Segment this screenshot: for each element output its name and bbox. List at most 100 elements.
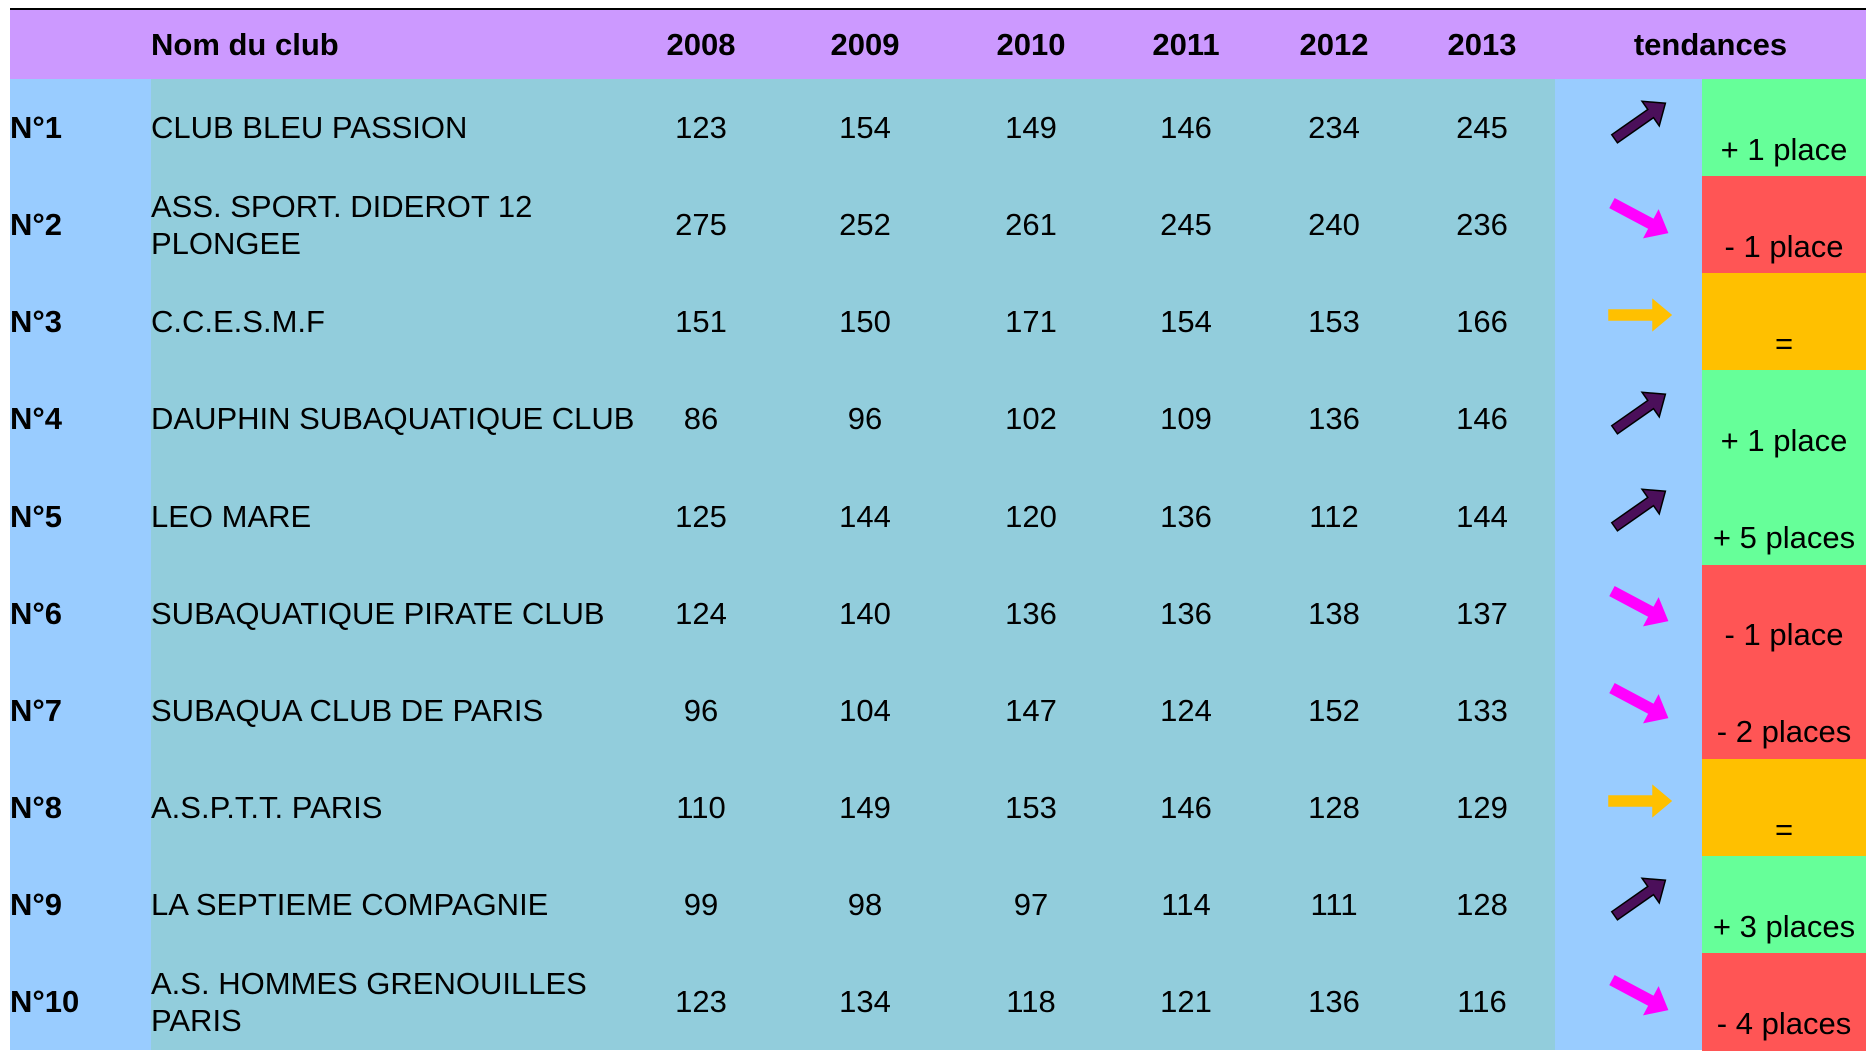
trend-bg	[1702, 176, 1866, 274]
value: 120	[1005, 498, 1057, 534]
trend-bg	[1702, 953, 1866, 1051]
value: 121	[1160, 984, 1212, 1020]
value: 236	[1456, 207, 1508, 243]
club-name: LEO MARE	[151, 498, 312, 534]
value: 144	[1456, 498, 1508, 534]
value: 109	[1160, 401, 1212, 437]
data-bg	[151, 79, 1555, 1050]
value: 86	[683, 401, 719, 437]
club-name: DAUPHIN SUBAQUATIQUE CLUB	[151, 401, 635, 437]
value: 118	[1006, 984, 1056, 1020]
trend-arrow	[1608, 784, 1673, 818]
trend-label: - 1 place	[1724, 617, 1844, 653]
header-cell: 2011	[1152, 26, 1220, 62]
rank: N°9	[10, 887, 63, 923]
rank: N°5	[10, 498, 63, 534]
value: 136	[1308, 401, 1360, 437]
trend-bg	[1702, 661, 1866, 760]
trend-arrow	[1610, 488, 1667, 533]
trend-label: - 4 places	[1716, 1005, 1852, 1041]
value: 154	[839, 109, 891, 145]
trend-arrow	[1610, 877, 1667, 921]
value: 136	[1005, 595, 1057, 631]
value: 261	[1005, 207, 1057, 243]
value: 110	[676, 790, 726, 826]
trend-label: - 2 places	[1716, 714, 1852, 750]
rank: N°2	[10, 207, 63, 243]
trend-label: =	[1774, 811, 1794, 847]
value: 149	[1005, 109, 1057, 145]
header-cell: Nom du club	[151, 26, 339, 62]
trend-arrow	[1609, 586, 1669, 627]
club-name: A.S.P.T.T. PARIS	[151, 790, 383, 826]
value: 129	[1456, 790, 1508, 826]
club-name: C.C.E.S.M.F	[151, 304, 325, 340]
trend-label: - 1 place	[1724, 228, 1844, 264]
value: 116	[1457, 984, 1507, 1020]
trend-label: + 1 place	[1720, 131, 1848, 167]
value: 136	[1160, 595, 1212, 631]
value: 166	[1456, 304, 1508, 340]
value: 275	[675, 207, 727, 243]
trend-bg	[1702, 564, 1866, 663]
header-cell: 2013	[1447, 26, 1517, 62]
value: 136	[1160, 498, 1212, 534]
header-cell: 2012	[1299, 26, 1369, 62]
club-name: A.S. HOMMES GRENOUILLES PARIS	[151, 965, 587, 1038]
club-name: CLUB BLEU PASSION	[151, 109, 468, 145]
value: 152	[1308, 692, 1360, 728]
trend-bg	[1702, 467, 1866, 566]
value: 124	[675, 595, 727, 631]
value: 147	[1005, 692, 1057, 728]
trend-bg	[1702, 79, 1866, 177]
header-cell: 2010	[996, 26, 1066, 62]
value: 136	[1308, 984, 1360, 1020]
rank: N°4	[10, 401, 63, 437]
value: 138	[1308, 595, 1360, 631]
top-border	[10, 8, 1866, 11]
value: 146	[1456, 401, 1508, 437]
trend-bg	[1702, 759, 1866, 857]
trend-label: =	[1774, 325, 1794, 361]
trend-bg	[1702, 370, 1866, 469]
value: 104	[839, 692, 891, 728]
value: 234	[1308, 109, 1360, 145]
value: 153	[1005, 790, 1057, 826]
rank: N°7	[10, 692, 63, 728]
trend-arrow	[1608, 298, 1673, 332]
value: 146	[1160, 790, 1212, 826]
value: 252	[839, 207, 891, 243]
trend-bg	[1702, 273, 1866, 371]
value: 245	[1160, 207, 1212, 243]
value: 171	[1005, 304, 1057, 340]
value: 128	[1308, 790, 1360, 826]
rank: N°8	[10, 790, 63, 826]
value: 123	[675, 109, 727, 145]
value: 96	[847, 401, 883, 437]
header-cell: 2009	[830, 26, 900, 62]
value: 114	[1161, 887, 1211, 923]
header-cell: tendances	[1633, 26, 1788, 62]
trend-arrow	[1609, 197, 1669, 239]
club-name: SUBAQUATIQUE PIRATE CLUB	[151, 595, 605, 631]
value: 154	[1160, 304, 1212, 340]
rank: N°6	[10, 595, 63, 631]
trend-arrow	[1610, 99, 1667, 144]
value: 133	[1456, 692, 1508, 728]
trend-label: + 5 places	[1712, 520, 1856, 556]
value: 137	[1456, 595, 1508, 631]
rank: N°10	[10, 984, 80, 1020]
value: 144	[839, 498, 891, 534]
trend-bg	[1702, 856, 1866, 954]
value: 128	[1456, 887, 1508, 923]
value: 146	[1160, 109, 1212, 145]
trend-arrow	[1610, 391, 1667, 435]
header-cell: 2008	[666, 26, 736, 62]
value: 153	[1308, 304, 1360, 340]
value: 124	[1160, 692, 1212, 728]
value: 150	[839, 304, 891, 340]
arrow-bg	[1555, 79, 1702, 1050]
rank-bg	[10, 79, 151, 1050]
